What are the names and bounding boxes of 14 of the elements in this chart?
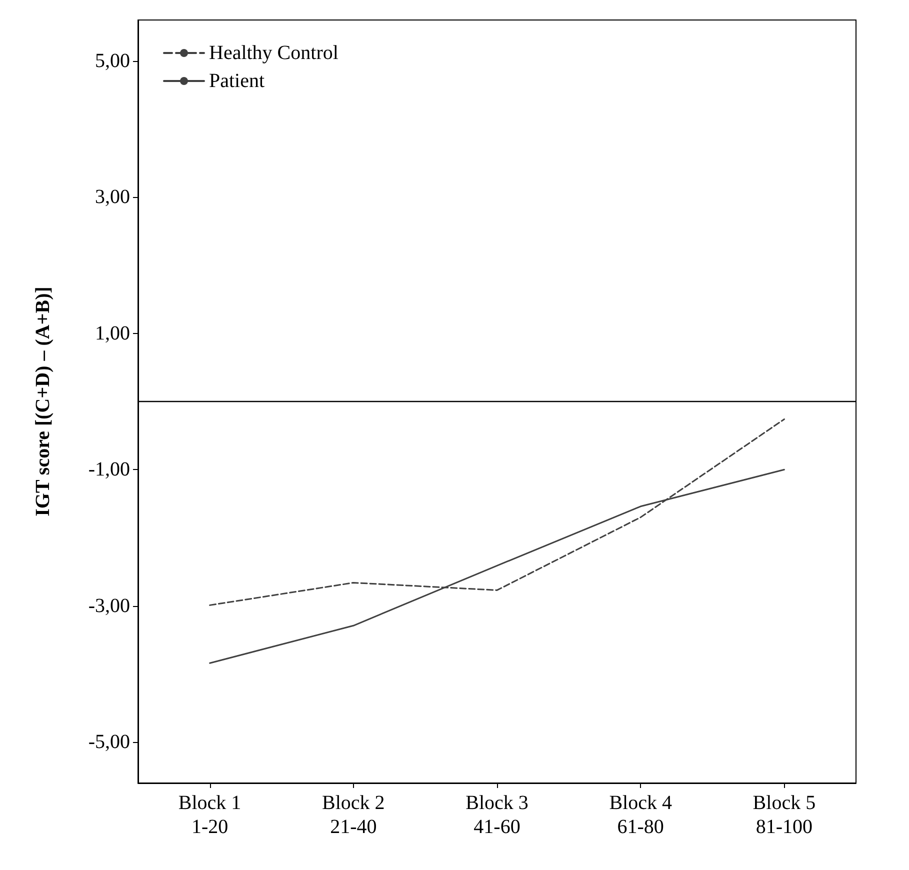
y-tick-label: -3,00 [88, 594, 130, 617]
x-tick-label: Block 2 21-40 [322, 792, 385, 838]
x-tick-label: Block 3 41-60 [466, 792, 528, 838]
y-tick-label: -1,00 [88, 458, 130, 481]
y-tick-label: 1,00 [95, 322, 130, 344]
x-tick-label: Block 5 81-100 [752, 792, 816, 838]
y-tick-label: 5,00 [95, 50, 130, 72]
y-tick-label: 3,00 [95, 186, 130, 208]
legend-label: Patient [209, 70, 265, 92]
legend-label: Healthy Control [209, 42, 339, 64]
y-axis-title: IGT score [(C+D) – (A+B)] [32, 286, 54, 516]
x-tick-label: Block 1 1-20 [178, 792, 242, 838]
x-tick-label: Block 4 61-80 [609, 792, 672, 838]
y-tick-label: -5,00 [88, 731, 130, 754]
